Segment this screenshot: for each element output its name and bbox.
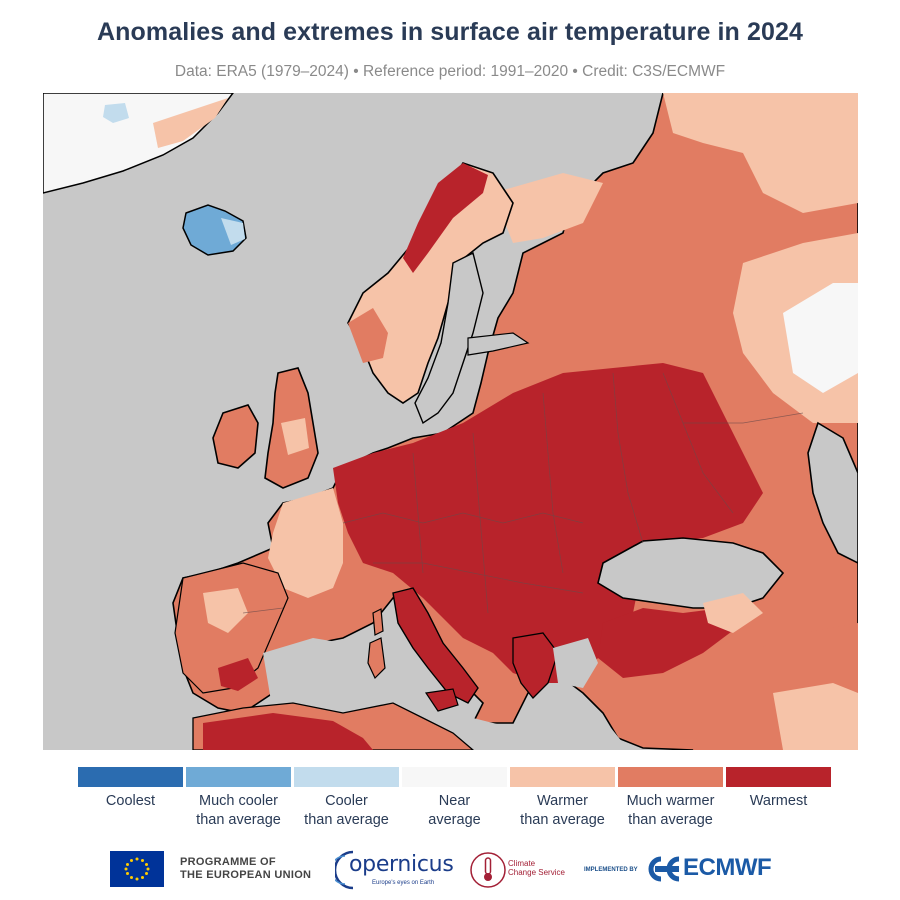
chart-subtitle: Data: ERA5 (1979–2024) • Reference perio… xyxy=(174,63,726,80)
legend-label-near-average: Near average xyxy=(428,793,481,828)
legend-label-warmest: Warmest xyxy=(749,793,808,809)
baltic-sea xyxy=(414,251,484,425)
ireland xyxy=(212,404,259,469)
legend-swatch-cooler xyxy=(294,767,399,787)
legend-labels: Coolest Much cooler than average Cooler … xyxy=(78,792,831,830)
italy xyxy=(392,587,479,704)
chart-title: Anomalies and extremes in surface air te… xyxy=(96,18,803,46)
c3s-thermometer-icon xyxy=(468,848,508,892)
legend-swatch-coolest xyxy=(78,767,183,787)
legend-label-much-warmer: Much warmer than average xyxy=(626,793,715,828)
legend-swatch-warmer xyxy=(510,767,615,787)
map-canvas xyxy=(43,93,858,750)
andalusia-warmest xyxy=(218,658,258,691)
greenland-warm-patch xyxy=(153,98,228,148)
north-africa-warmest xyxy=(203,713,373,750)
c3s-wordmark: Climate Change Service xyxy=(508,859,565,877)
legend-label-warmer: Warmer than average xyxy=(520,793,605,828)
black-sea xyxy=(597,537,785,609)
legend-label-much-cooler: Much cooler than average xyxy=(196,793,281,828)
france-warmer xyxy=(268,488,343,598)
eu-flag-icon xyxy=(110,851,164,887)
north-russia-warmer xyxy=(663,93,858,213)
legend-swatch-much-warmer xyxy=(618,767,723,787)
greenland-cool-patch xyxy=(103,103,129,123)
aegean-sea xyxy=(553,638,598,688)
logo-footer: PROGRAMME OF THE EUROPEAN UNION opernicu… xyxy=(0,840,900,900)
legend-swatch-much-cooler xyxy=(186,767,291,787)
sardinia xyxy=(367,637,386,680)
britain-warmer-patch xyxy=(281,418,309,455)
iberia-warmer-patch xyxy=(203,588,248,633)
central-europe-warmest xyxy=(333,363,763,683)
europe-temperature-map xyxy=(43,93,858,750)
legend-label-cooler: Cooler than average xyxy=(304,793,389,828)
anatolia-warmest xyxy=(598,608,743,678)
ecmwf-logo-icon xyxy=(643,855,683,883)
anatolia-warmer-patch xyxy=(703,593,763,633)
kola-karelia-warmer xyxy=(493,173,603,243)
legend-label-coolest: Coolest xyxy=(105,793,156,809)
kazakh-near-average xyxy=(783,283,858,393)
sicily xyxy=(424,688,459,712)
legend-swatch-warmest xyxy=(726,767,831,787)
corsica xyxy=(372,608,384,636)
iceland-light-patch xyxy=(221,218,245,245)
norway-coast-warmest xyxy=(403,163,488,273)
copernicus-wordmark: opernicus xyxy=(349,852,454,877)
country-borders xyxy=(242,372,804,614)
scandinavia xyxy=(347,162,514,404)
ecmwf-wordmark: ECMWF xyxy=(683,854,772,881)
legend-color-bar xyxy=(78,767,831,787)
implemented-by-label: IMPLEMENTED BY xyxy=(584,867,638,873)
copernicus-tagline: Europe's eyes on Earth xyxy=(372,880,435,886)
eu-programme-text: PROGRAMME OF THE EUROPEAN UNION xyxy=(180,856,312,881)
middle-east-warmer xyxy=(773,683,858,750)
legend-swatch-near-average xyxy=(402,767,507,787)
gulf-of-finland xyxy=(467,332,530,356)
caspian-sea xyxy=(807,421,858,564)
greece xyxy=(512,632,559,699)
south-norway-much-warmer xyxy=(348,308,388,363)
